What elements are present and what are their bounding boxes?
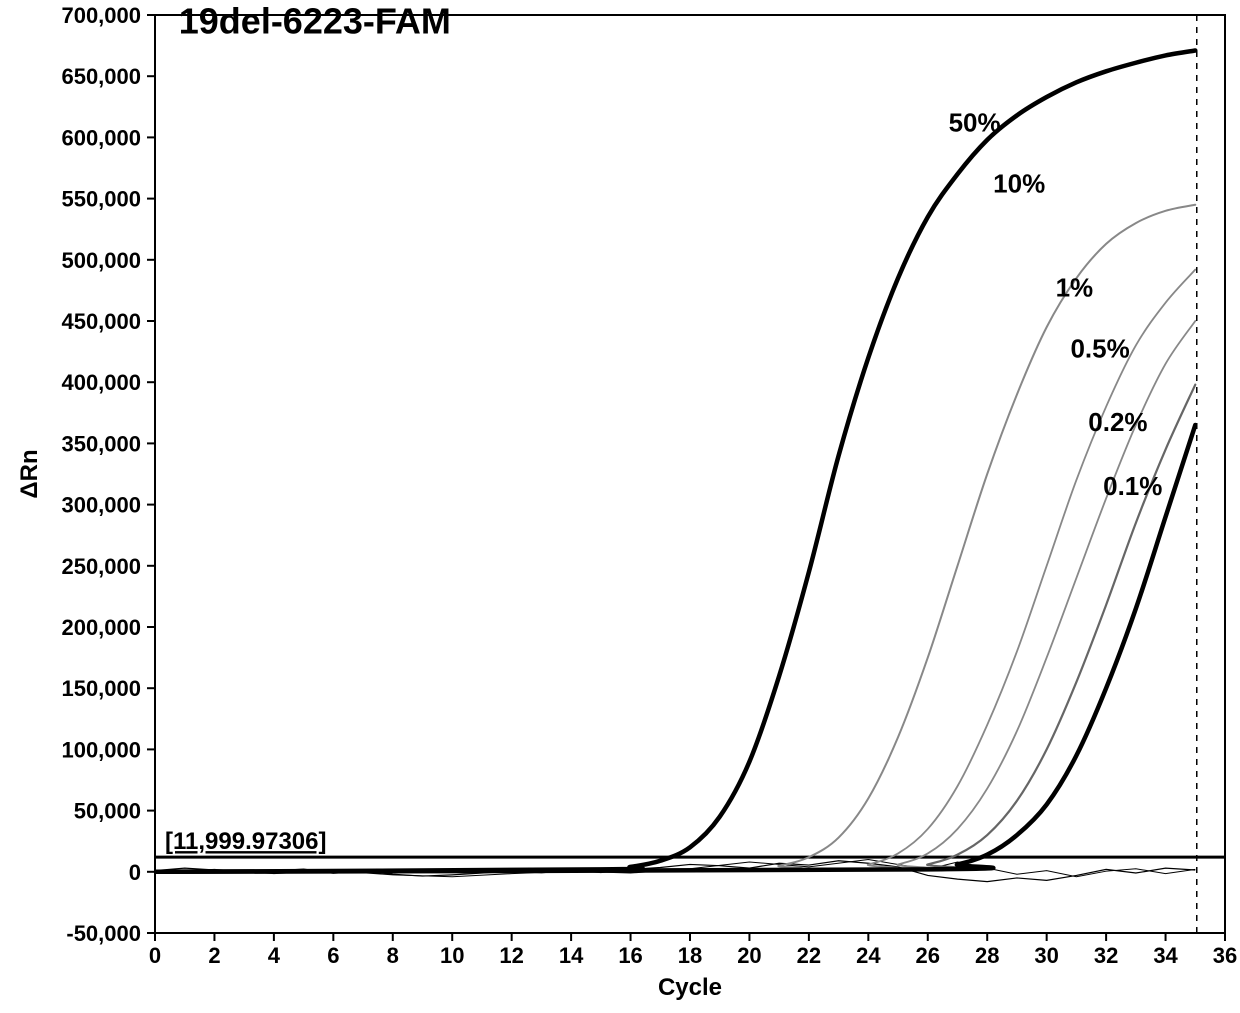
chart-svg: 024681012141618202224262830323436-50,000… <box>0 0 1240 1013</box>
chart-background <box>0 0 1240 1013</box>
series-label-0.1%: 0.1% <box>1103 471 1162 501</box>
y-tick-label: 100,000 <box>61 737 141 762</box>
series-label-0.5%: 0.5% <box>1070 334 1129 364</box>
x-axis-title: Cycle <box>658 974 722 1001</box>
x-tick-label: 8 <box>387 943 399 968</box>
x-tick-label: 34 <box>1153 943 1178 968</box>
y-tick-label: 450,000 <box>61 309 141 334</box>
y-axis-title: ΔRn <box>16 449 43 498</box>
series-label-0.2%: 0.2% <box>1088 407 1147 437</box>
x-tick-label: 24 <box>856 943 881 968</box>
y-tick-label: 600,000 <box>61 125 141 150</box>
series-label-50%: 50% <box>949 107 1001 137</box>
x-tick-label: 16 <box>618 943 642 968</box>
x-tick-label: 2 <box>208 943 220 968</box>
amplification-plot: 024681012141618202224262830323436-50,000… <box>0 0 1240 1013</box>
y-tick-label: 400,000 <box>61 370 141 395</box>
y-tick-label: 350,000 <box>61 431 141 456</box>
x-tick-label: 26 <box>916 943 940 968</box>
x-tick-label: 14 <box>559 943 584 968</box>
y-tick-label: 550,000 <box>61 187 141 212</box>
series-label-10%: 10% <box>993 168 1045 198</box>
x-tick-label: 36 <box>1213 943 1237 968</box>
x-tick-label: 6 <box>327 943 339 968</box>
y-tick-label: 0 <box>129 860 141 885</box>
y-tick-label: 200,000 <box>61 615 141 640</box>
x-tick-label: 0 <box>149 943 161 968</box>
y-tick-label: 300,000 <box>61 493 141 518</box>
y-tick-label: 650,000 <box>61 64 141 89</box>
y-tick-label: 700,000 <box>61 3 141 28</box>
series-label-1%: 1% <box>1056 273 1094 303</box>
x-tick-label: 32 <box>1094 943 1118 968</box>
x-tick-label: 30 <box>1034 943 1058 968</box>
y-tick-label: 500,000 <box>61 248 141 273</box>
x-tick-label: 28 <box>975 943 999 968</box>
y-tick-label: 150,000 <box>61 676 141 701</box>
x-tick-label: 18 <box>678 943 702 968</box>
threshold-label: [11,999.97306] <box>165 828 326 855</box>
y-tick-label: -50,000 <box>66 921 141 946</box>
x-tick-label: 10 <box>440 943 464 968</box>
x-tick-label: 4 <box>268 943 281 968</box>
x-tick-label: 22 <box>797 943 821 968</box>
chart-title: 19del-6223-FAM <box>179 0 451 41</box>
y-tick-label: 250,000 <box>61 554 141 579</box>
x-tick-label: 12 <box>499 943 523 968</box>
y-tick-label: 50,000 <box>74 799 141 824</box>
x-tick-label: 20 <box>737 943 761 968</box>
